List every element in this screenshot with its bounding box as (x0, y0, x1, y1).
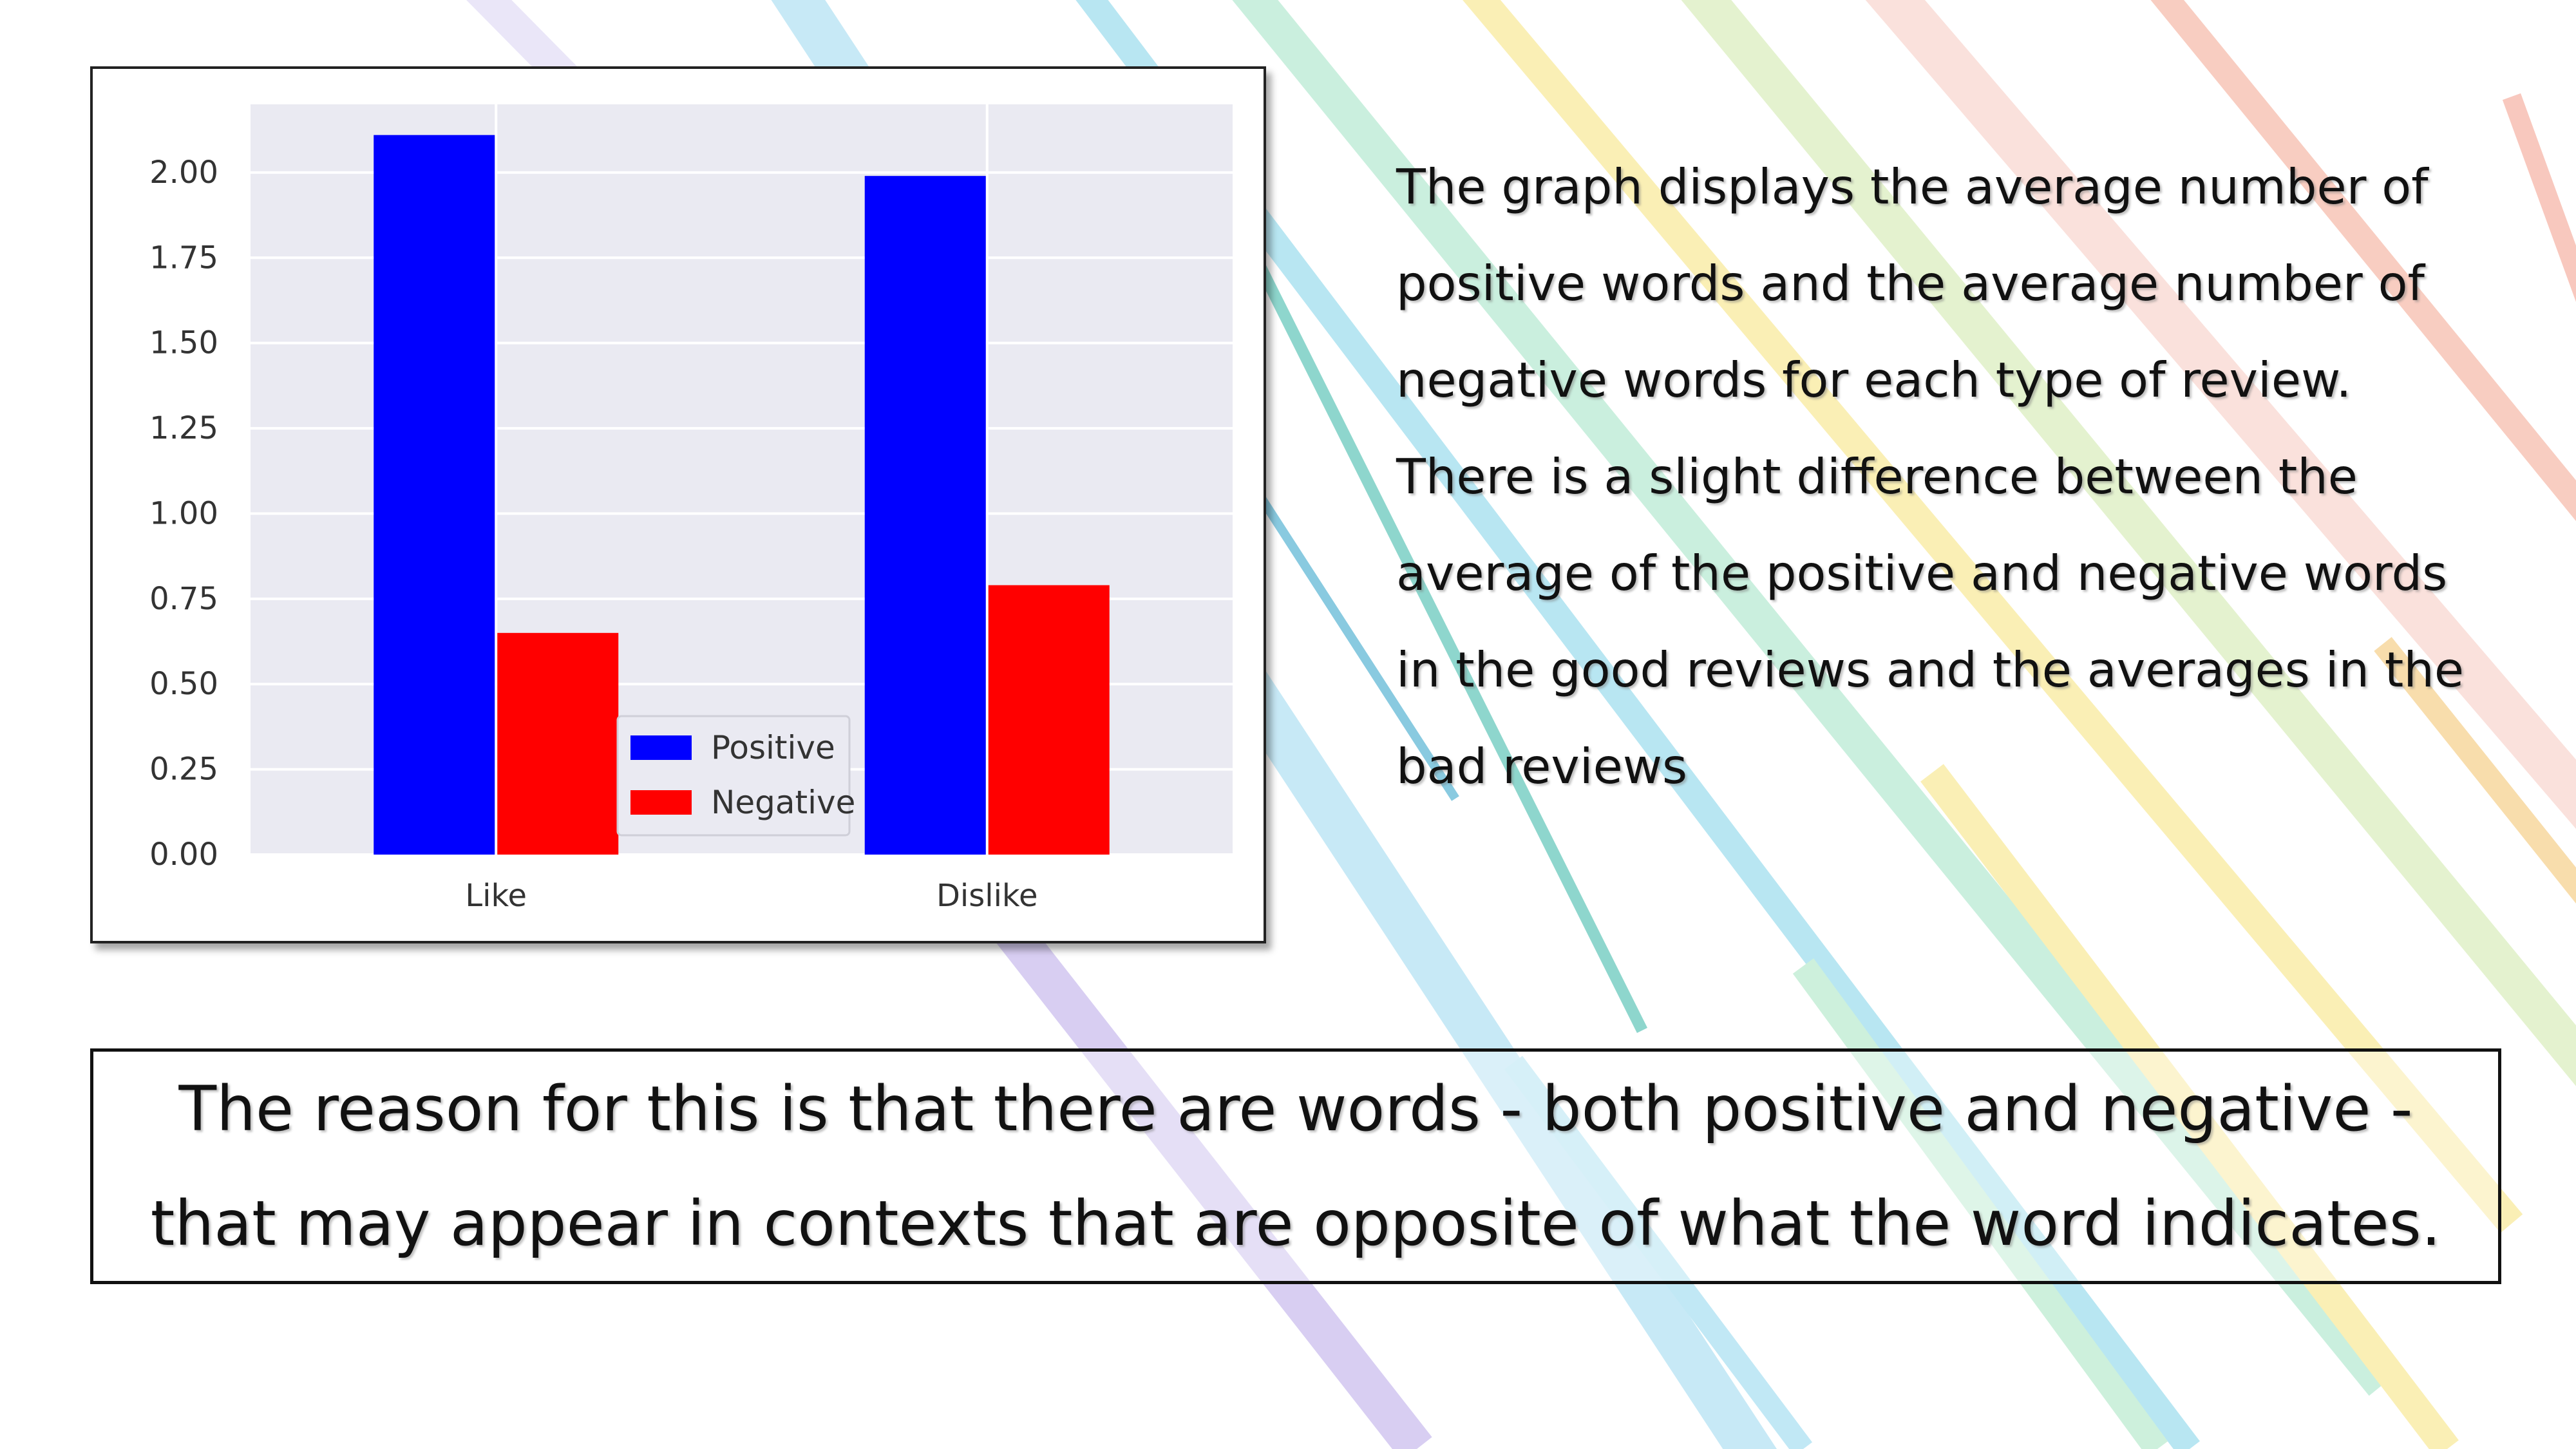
y-tick-label: 0.50 (149, 666, 218, 702)
y-tick-label: 1.25 (149, 410, 218, 446)
bar-negative-like (497, 632, 619, 855)
chart-canvas: 0.00 0.25 0.50 0.75 1.00 1.25 1.50 1.75 2.00 Lik… (149, 104, 1233, 914)
legend-swatch-positive (630, 735, 692, 760)
description-paragraph-1: The graph displays the average number of… (1396, 158, 2429, 408)
description-paragraph-2: There is a slight difference between the… (1396, 448, 2465, 795)
y-tick-label: 1.00 (149, 495, 218, 531)
y-tick-label: 1.50 (149, 325, 218, 361)
reason-text: The reason for this is that there are wo… (150, 1073, 2441, 1260)
y-axis-ticks: 0.00 0.25 0.50 0.75 1.00 1.25 1.50 1.75 2.00 (149, 155, 218, 873)
bars (374, 135, 1110, 855)
bar-negative-dislike (988, 585, 1110, 855)
y-tick-label: 2.00 (149, 155, 218, 191)
legend-swatch-negative (630, 790, 692, 815)
bar-positive-dislike (864, 176, 986, 855)
x-tick-label: Dislike (936, 878, 1038, 914)
x-tick-label: Like (465, 878, 527, 914)
y-tick-label: 1.75 (149, 240, 218, 276)
y-tick-label: 0.75 (149, 581, 218, 617)
y-tick-label: 0.25 (149, 752, 218, 788)
reason-callout: The reason for this is that there are wo… (90, 1048, 2501, 1284)
bar-chart: 0.00 0.25 0.50 0.75 1.00 1.25 1.50 1.75 2.00 Lik… (90, 66, 1266, 943)
chart-legend: Positive Negative (616, 715, 855, 837)
bar-positive-like (374, 135, 495, 855)
description-text: The graph displays the average number of… (1396, 138, 2491, 815)
legend-label-positive: Positive (711, 729, 835, 766)
y-tick-label: 0.00 (149, 837, 218, 873)
x-axis-ticks: Like Dislike (465, 878, 1037, 914)
legend-label-negative: Negative (711, 784, 855, 821)
